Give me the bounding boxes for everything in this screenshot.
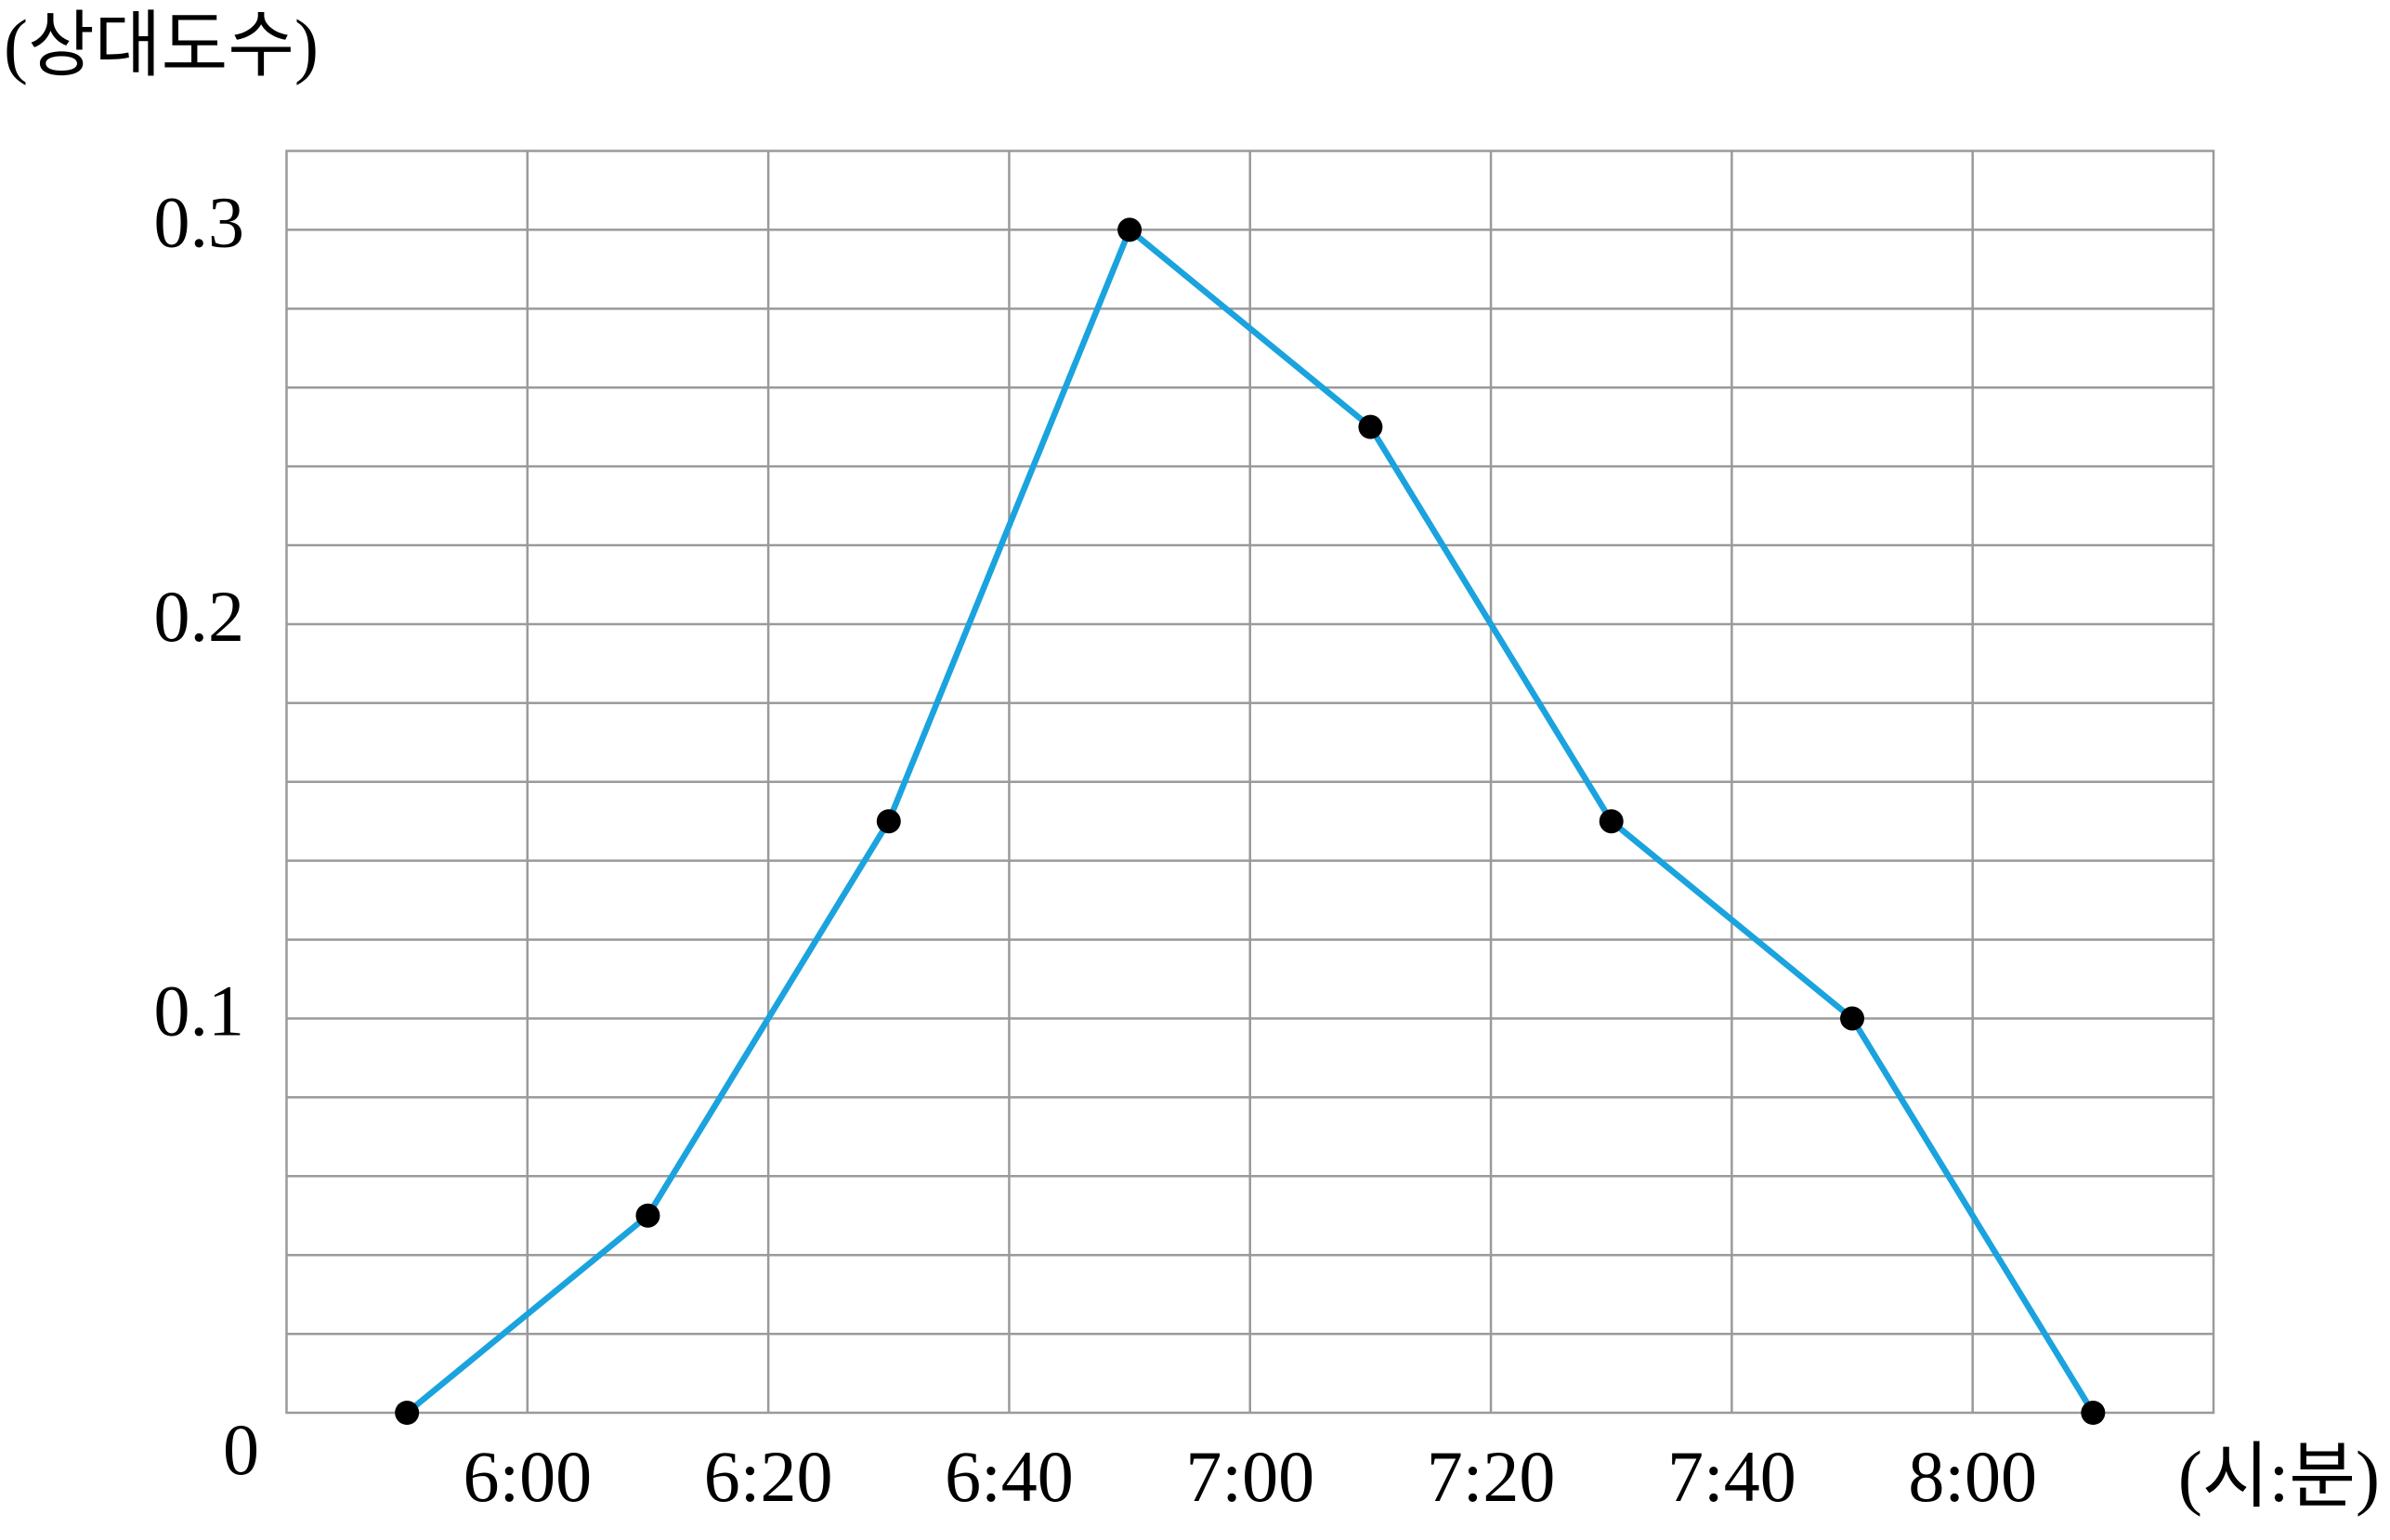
x-tick-label: 7:20 [1427, 1436, 1556, 1517]
x-tick-label: 6:20 [704, 1436, 833, 1517]
data-point [876, 809, 901, 834]
x-tick-label: 7:00 [1185, 1436, 1314, 1517]
data-point [2081, 1401, 2106, 1425]
x-tick-label: 6:40 [945, 1436, 1074, 1517]
x-tick-label: 6:00 [463, 1436, 592, 1517]
y-tick-label: 0.2 [154, 576, 245, 657]
data-point [635, 1203, 660, 1228]
y-tick-label: 0.3 [154, 181, 245, 262]
x-tick-label: 7:40 [1667, 1436, 1796, 1517]
data-point [1599, 809, 1624, 834]
data-point [1840, 1006, 1865, 1031]
data-point [395, 1401, 420, 1425]
y-tick-label: 0.1 [154, 970, 245, 1051]
x-axis-label: (시:분) [2178, 1436, 2380, 1517]
series-line [405, 227, 2096, 1416]
x-tick-label: 8:00 [1908, 1436, 2037, 1517]
data-point [1358, 414, 1383, 439]
y-axis-label: (상대도수) [4, 5, 319, 85]
data-point [1117, 217, 1143, 242]
y-tick-label: 0 [223, 1409, 259, 1490]
